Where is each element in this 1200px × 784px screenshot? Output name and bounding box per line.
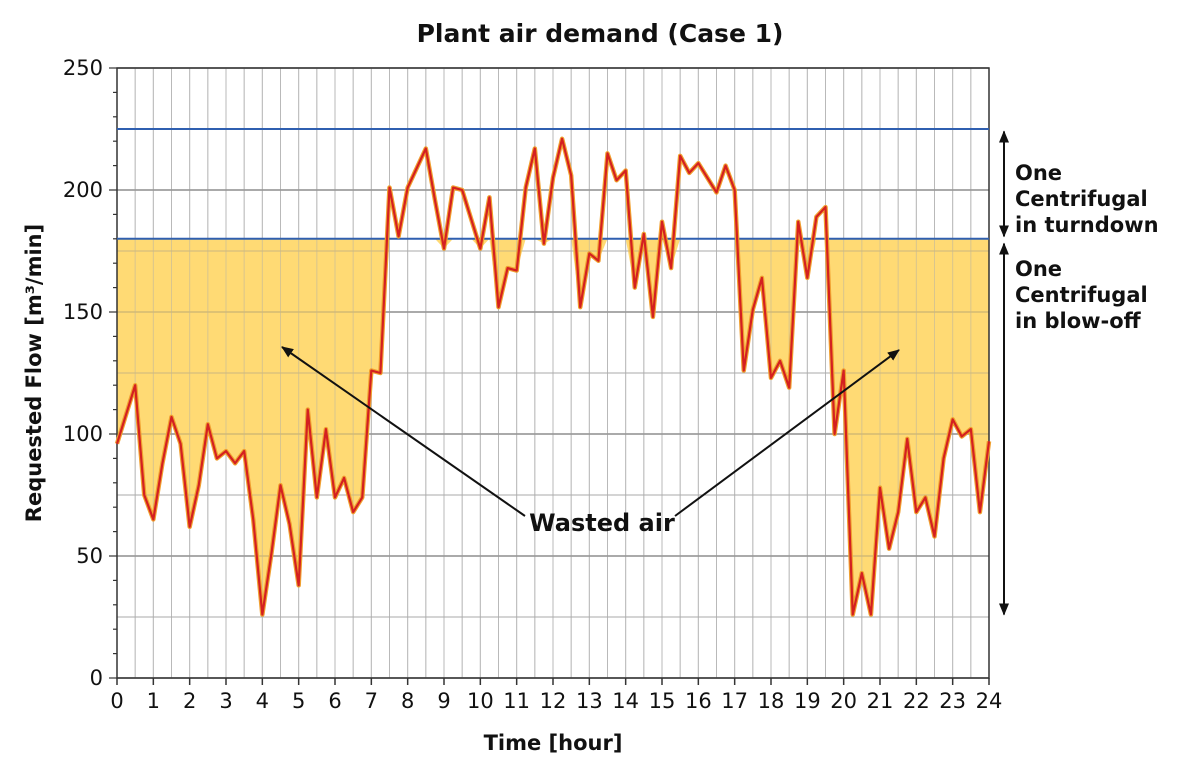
x-tick-label: 1 (147, 689, 160, 713)
x-tick-label: 6 (328, 689, 341, 713)
blowoff-label-line: Centrifugal (1015, 283, 1148, 307)
x-tick-label: 16 (685, 689, 712, 713)
y-tick-label: 50 (76, 544, 103, 568)
x-tick-label: 20 (830, 689, 857, 713)
series-line (115, 137, 991, 616)
blowoff-label-line: One (1015, 257, 1062, 281)
y-tick-label: 150 (63, 300, 103, 324)
x-tick-label: 17 (721, 689, 748, 713)
blowoff-label: One Centrifugal in blow-off (1015, 257, 1148, 333)
turndown-label-line: in turndown (1015, 213, 1159, 237)
x-tick-label: 5 (292, 689, 305, 713)
x-tick-label: 24 (976, 689, 1003, 713)
y-axis-label: Requested Flow [m³/min] (22, 224, 46, 522)
x-tick-label: 12 (540, 689, 567, 713)
blowoff-label-line: in blow-off (1015, 309, 1142, 333)
wasted-air-arrow-right (674, 349, 900, 517)
turndown-label-line: Centrifugal (1015, 187, 1148, 211)
x-tick-label: 2 (183, 689, 196, 713)
x-tick-label: 4 (256, 689, 269, 713)
x-tick-label: 11 (503, 689, 530, 713)
y-tick-label: 100 (63, 422, 103, 446)
x-tick-label: 9 (437, 689, 450, 713)
x-tick-label: 10 (467, 689, 494, 713)
x-tick-label: 18 (758, 689, 785, 713)
x-tick-label: 14 (612, 689, 639, 713)
x-tick-label: 15 (649, 689, 676, 713)
chart-title: Plant air demand (Case 1) (417, 19, 784, 48)
x-tick-label: 23 (939, 689, 966, 713)
y-tick-label: 250 (63, 56, 103, 80)
y-tick-label: 0 (90, 666, 103, 690)
turndown-label: One Centrifugal in turndown (1015, 161, 1159, 237)
axes: 0 1 2 3 4 5 6 7 8 9 10 11 12 13 14 15 16 17 18 19 20 21 22 23 24… (63, 56, 1002, 713)
x-tick-label: 8 (401, 689, 414, 713)
x-tick-label: 7 (365, 689, 378, 713)
x-tick-label: 0 (110, 689, 123, 713)
x-tick-label: 13 (576, 689, 603, 713)
x-tick-label: 21 (867, 689, 894, 713)
y-tick-label: 200 (63, 178, 103, 202)
x-tick-label: 3 (219, 689, 232, 713)
wasted-air-label: Wasted air (529, 509, 675, 537)
x-tick-label: 22 (903, 689, 930, 713)
wasted-air-arrow-left (281, 346, 526, 517)
turndown-label-line: One (1015, 161, 1062, 185)
x-axis-label: Time [hour] (484, 731, 623, 755)
wasted-air-area (117, 238, 989, 615)
x-tick-label: 19 (794, 689, 821, 713)
